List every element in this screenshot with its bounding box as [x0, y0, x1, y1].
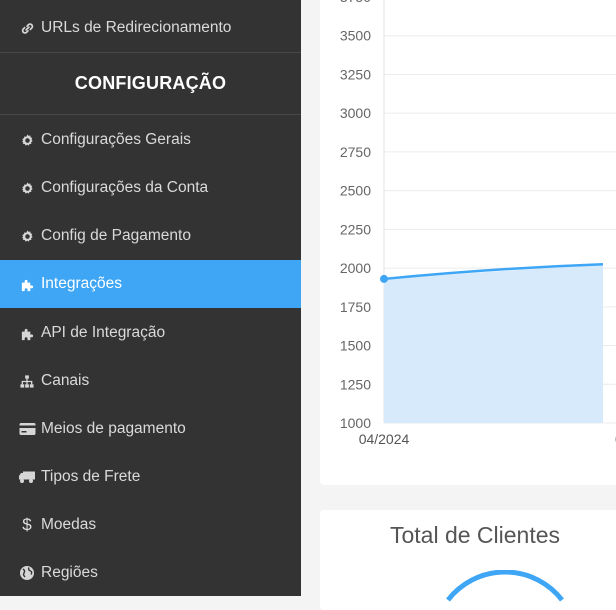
- link-icon: [18, 20, 36, 36]
- sidebar-item-label: Config de Pagamento: [41, 227, 191, 244]
- sales-chart-card: 3750 3500 3250 3000 2750 2500 2250 2000 1750 1500…: [320, 0, 616, 485]
- sidebar-item-label: Moedas: [41, 516, 97, 533]
- main-content: 3750 3500 3250 3000 2750 2500 2250 2000 1750 1500…: [301, 0, 616, 610]
- y-tick-label: 3000: [340, 105, 371, 121]
- sidebar-item-label: Configurações Gerais: [41, 131, 191, 148]
- y-tick-label: 3750: [340, 0, 371, 5]
- divider: [0, 114, 301, 115]
- y-tick-label: 2500: [340, 183, 371, 199]
- y-tick-label: 2000: [340, 260, 371, 276]
- sidebar: URLs de Redirecionamento CONFIGURAÇÃO Co…: [0, 0, 301, 596]
- sidebar-item-currencies[interactable]: $ Moedas: [0, 501, 301, 549]
- gear-icon: [18, 180, 36, 196]
- series-line: [383, 262, 604, 281]
- y-tick-label: 3500: [340, 28, 371, 44]
- sitemap-icon: [18, 373, 36, 389]
- sidebar-item-payment-config[interactable]: Config de Pagamento: [0, 212, 301, 260]
- y-tick-label: 1500: [340, 338, 371, 354]
- truck-icon: [18, 469, 36, 485]
- y-tick-label: 3250: [340, 66, 371, 82]
- divider: [0, 52, 301, 53]
- sidebar-item-account-settings[interactable]: Configurações da Conta: [0, 164, 301, 212]
- x-tick-label: 04/2024: [359, 431, 410, 447]
- puzzle-icon: [18, 325, 36, 341]
- y-tick-label: 1750: [340, 299, 371, 315]
- sidebar-item-regions[interactable]: Regiões: [0, 549, 301, 597]
- puzzle-icon: [18, 276, 36, 292]
- dollar-icon: $: [22, 515, 32, 534]
- sidebar-item-label: API de Integração: [41, 324, 166, 341]
- y-tick-label: 1250: [340, 376, 371, 392]
- sidebar-item-integrations[interactable]: Integrações: [0, 260, 301, 308]
- sidebar-item-label: Meios de pagamento: [41, 420, 186, 437]
- sidebar-item-label: Configurações da Conta: [41, 179, 209, 196]
- clients-card: Total de Clientes: [320, 510, 616, 610]
- clients-card-title: Total de Clientes: [389, 522, 561, 548]
- section-title: CONFIGURAÇÃO: [74, 73, 227, 93]
- sidebar-item-integration-api[interactable]: API de Integração: [0, 309, 301, 357]
- y-tick-label: 1000: [340, 415, 371, 431]
- data-point: [380, 274, 388, 283]
- sidebar-item-label: Tipos de Frete: [41, 468, 141, 485]
- sidebar-item-label: Integrações: [41, 275, 122, 292]
- series-area: [384, 264, 603, 423]
- sidebar-item-general-settings[interactable]: Configurações Gerais: [0, 116, 301, 164]
- globe-icon: [18, 565, 36, 581]
- gear-icon: [18, 228, 36, 244]
- sidebar-item-label: Regiões: [41, 564, 98, 581]
- sidebar-item-redirect-urls[interactable]: URLs de Redirecionamento: [0, 4, 301, 52]
- gear-icon: [18, 132, 36, 148]
- credit-card-icon: [18, 421, 36, 437]
- y-tick-label: 2250: [340, 221, 371, 237]
- line-chart: 3750 3500 3250 3000 2750 2500 2250 2000 1750 1500…: [340, 0, 616, 447]
- clients-donut-chart: [446, 570, 564, 602]
- y-tick-label: 2750: [340, 144, 371, 160]
- sidebar-item-channels[interactable]: Canais: [0, 357, 301, 405]
- sidebar-item-label: Canais: [41, 372, 90, 389]
- sidebar-item-label: URLs de Redirecionamento: [41, 19, 232, 36]
- sidebar-item-shipping-types[interactable]: Tipos de Frete: [0, 453, 301, 501]
- sidebar-item-payment-methods[interactable]: Meios de pagamento: [0, 405, 301, 453]
- donut-arc: [446, 570, 564, 602]
